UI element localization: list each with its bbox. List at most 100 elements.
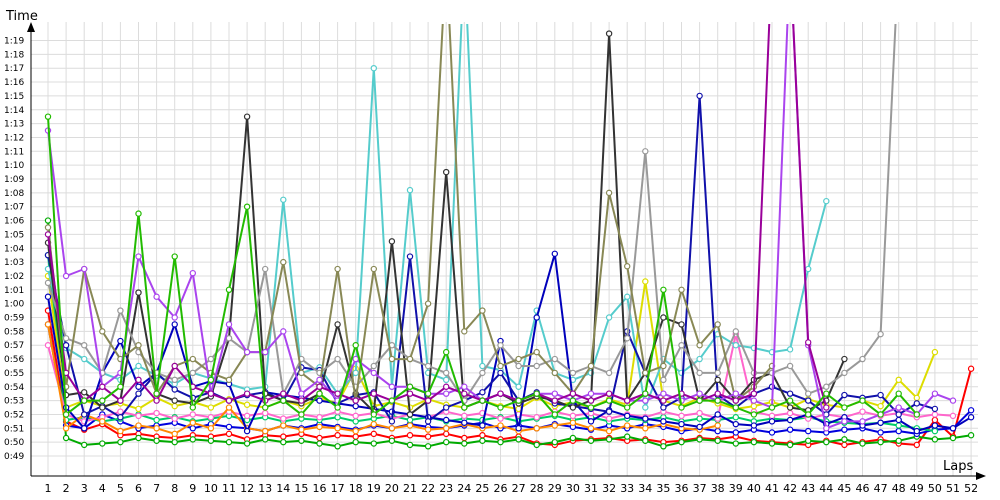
series-1-point-2 [62,434,70,442]
series-1-point-7 [153,437,160,444]
series-9-point-49 [913,400,921,407]
series-4-point-32 [605,415,613,422]
series-9-point-45 [841,391,848,399]
series-13-point-24 [461,383,468,390]
series-8-point-33 [624,412,631,420]
series-1-point-11 [225,438,233,446]
y-axis-title: Time [5,9,38,24]
series-15-point-43 [805,411,812,418]
series-0-point-11 [225,430,233,438]
series-7-point-44 [823,197,830,205]
series-11-point-26 [497,342,504,349]
series-5-point-30 [569,419,577,426]
series-15-point-31 [587,404,595,411]
x-tick-label-7: 7 [153,482,160,495]
series-11-point-8 [171,376,178,384]
series-11-point-25 [479,369,486,377]
series-13-point-40 [750,397,758,404]
series-4-point-36 [678,412,685,420]
series-8-point-8 [171,321,178,328]
series-3-point-21 [406,416,414,424]
series-11-point-32 [605,369,613,377]
series-1-point-1 [44,217,52,224]
series-5-point-16 [316,423,323,431]
series-11-point-39 [732,328,740,335]
series-3-point-7 [153,416,160,424]
series-12-point-15 [298,369,305,377]
series-1-point-23 [443,438,450,446]
series-11-point-2 [62,335,70,342]
series-4-point-24 [461,412,468,420]
series-7-point-42 [786,346,794,353]
series-15-point-38 [714,397,721,404]
series-13-point-29 [551,390,559,397]
series-13-point-12 [243,348,251,356]
series-10-point-21 [406,411,414,418]
series-12-point-14 [280,258,287,266]
series-1-point-10 [207,437,215,444]
x-tick-label-23: 23 [439,482,453,495]
series-5-point-20 [388,425,396,432]
series-4-point-9 [189,411,196,418]
series-1-point-39 [732,440,740,447]
y-tick-label-53: 0:53 [4,397,24,407]
series-10-point-3 [80,389,88,396]
series-12-point-9 [189,355,196,363]
series-14-point-38 [714,390,721,397]
series-3-point-48 [895,422,902,429]
series-15-point-42 [786,397,794,404]
series-14-point-16 [316,383,323,390]
series-12-point-19 [370,265,377,273]
y-tick-label-50: 0:50 [4,438,24,448]
series-1-point-25 [479,437,486,444]
y-tick-label-68: 1:08 [4,189,24,199]
series-15-point-10 [207,376,215,384]
series-13-point-31 [587,390,595,397]
series-0-point-23 [443,430,450,438]
series-4-point-10 [207,414,215,421]
series-1-point-45 [841,436,848,443]
series-1-point-38 [714,437,721,444]
series-8-point-1 [44,293,52,300]
series-2-point-11 [225,423,233,431]
series-11-point-22 [424,362,432,370]
series-15-point-49 [913,411,921,418]
series-4-point-46 [859,408,866,415]
y-tick-label-73: 1:13 [4,120,24,130]
x-tick-label-16: 16 [313,482,327,495]
series-10-point-8 [171,397,178,404]
series-9-point-3 [80,411,88,418]
series-13-point-3 [80,265,88,273]
series-15-point-39 [732,404,740,411]
series-13-point-23 [443,390,450,397]
series-10-point-42 [786,404,794,411]
series-1-point-20 [388,437,396,444]
series-3-point-37 [696,415,703,422]
series-1-point-48 [895,437,902,444]
series-6-point-8 [171,402,178,410]
series-13-point-16 [316,376,323,384]
series-0-point-25 [479,432,486,439]
x-tick-label-28: 28 [530,482,544,495]
series-14-point-5 [117,397,124,404]
series-1-point-31 [587,437,595,444]
series-1-point-22 [424,443,432,450]
series-5-point-5 [117,427,124,435]
series-1-point-51 [949,434,957,442]
series-9-point-8 [171,386,178,393]
x-tick-label-5: 5 [117,482,124,495]
series-8-point-27 [515,425,522,432]
series-1-line [47,220,972,448]
series-13-point-15 [298,390,305,397]
series-1-point-3 [80,441,88,449]
series-15-point-47 [877,411,884,418]
series-11-point-46 [859,355,866,363]
series-14-point-39 [732,397,740,404]
y-tick-label-57: 0:57 [4,341,24,351]
series-14-point-7 [153,397,160,404]
series-6-point-27 [515,405,522,413]
y-tick-label-60: 1:00 [4,300,24,310]
series-7-point-19 [370,64,377,72]
series-15-point-18 [352,342,359,349]
series-11-point-47 [877,330,884,338]
